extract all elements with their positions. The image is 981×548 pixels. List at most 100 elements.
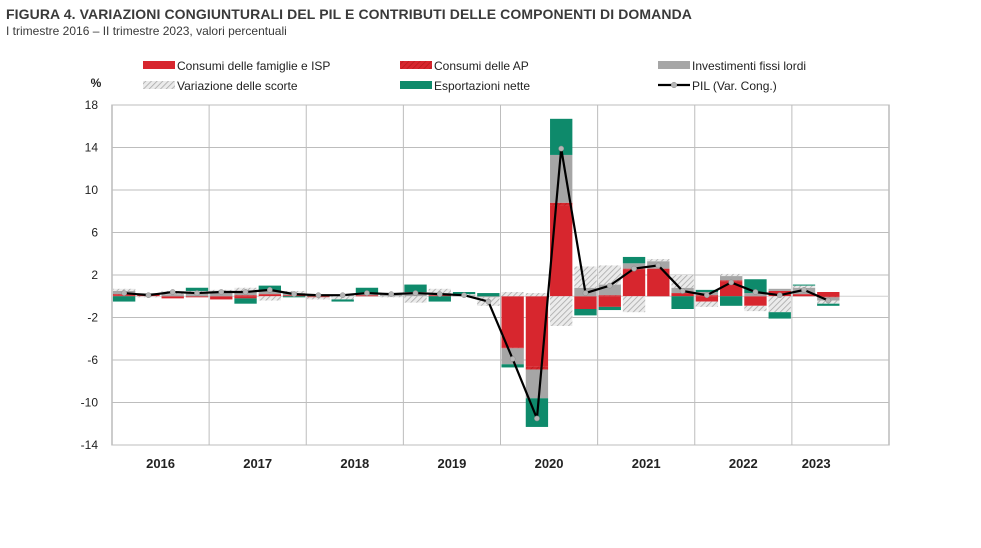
- axes: 18 14 10 6 2 -2 -6 -10 -14% 2016 2017 2018 2019 2020 2…: [81, 76, 831, 471]
- x-tick-label: 2023: [802, 456, 831, 471]
- bar-investimenti-fissi-lordi: [550, 154, 573, 203]
- legend-label: Esportazioni nette: [434, 79, 530, 93]
- y-tick-label: -10: [81, 396, 99, 410]
- bar-consumi-delle-famiglie-e-isp: [234, 296, 257, 299]
- pil-point: [291, 291, 297, 297]
- y-tick-label: 2: [91, 268, 98, 282]
- bar-esportazioni-nette: [817, 303, 840, 306]
- y-axis-unit: %: [91, 76, 102, 90]
- bar-variazione-delle-scorte: [720, 273, 743, 277]
- bar-variazione-delle-scorte: [112, 288, 136, 291]
- chart-title: FIGURA 4. VARIAZIONI CONGIUNTURALI DEL P…: [6, 6, 693, 22]
- bar-consumi-delle-ap: [598, 295, 621, 297]
- bar-consumi-delle-famiglie-e-isp: [671, 293, 694, 297]
- bar-esportazioni-nette: [574, 309, 597, 316]
- pil-point: [776, 292, 783, 299]
- bar-esportazioni-nette: [598, 306, 621, 311]
- bar-consumi-delle-famiglie-e-isp: [744, 296, 767, 306]
- pil-point: [121, 290, 127, 296]
- pil-point: [631, 265, 637, 272]
- pil-point: [315, 292, 322, 299]
- bar-esportazioni-nette: [428, 296, 451, 302]
- pil-point: [266, 287, 273, 293]
- bar-variazione-delle-scorte: [622, 296, 646, 313]
- bar-consumi-delle-ap: [234, 295, 257, 297]
- bar-consumi-delle-famiglie-e-isp: [695, 296, 719, 302]
- bar-esportazioni-nette: [768, 312, 791, 319]
- pil-point: [461, 292, 467, 299]
- bar-investimenti-fissi-lordi: [161, 294, 184, 297]
- chart-subtitle: I trimestre 2016 – II trimestre 2023, va…: [6, 24, 287, 38]
- bar-investimenti-fissi-lordi: [525, 369, 549, 399]
- pil-point: [728, 279, 735, 286]
- bar-consumi-delle-famiglie-e-isp: [817, 292, 840, 297]
- bar-consumi-delle-famiglie-e-isp: [622, 269, 646, 297]
- pil-point: [679, 288, 686, 294]
- pil-series-line: [124, 148, 829, 419]
- y-tick-label: -2: [87, 311, 98, 325]
- pil-point: [582, 290, 589, 296]
- legend-label: Consumi delle famiglie e ISP: [177, 59, 330, 73]
- pil-point: [145, 292, 152, 299]
- bar-variazione-delle-scorte: [501, 292, 524, 297]
- bar-variazione-delle-scorte: [258, 296, 281, 301]
- legend-swatch: [143, 81, 175, 89]
- x-tick-label: 2022: [729, 456, 758, 471]
- bar-consumi-delle-ap: [817, 296, 840, 298]
- bar-investimenti-fissi-lordi: [598, 284, 621, 296]
- x-tick-label: 2016: [146, 456, 175, 471]
- pil-point: [534, 415, 540, 422]
- pil-point: [801, 287, 807, 293]
- pil-point: [485, 298, 492, 305]
- bar-consumi-delle-famiglie-e-isp: [161, 296, 184, 299]
- x-tick-label: 2021: [632, 456, 661, 471]
- pil-point: [388, 291, 395, 297]
- bar-investimenti-fissi-lordi: [477, 296, 500, 298]
- x-tick-label: 2018: [340, 456, 369, 471]
- pil-point: [606, 282, 613, 289]
- pil-point: [339, 292, 346, 299]
- bar-esportazioni-nette: [792, 284, 816, 286]
- bar-consumi-delle-famiglie-e-isp: [185, 296, 209, 298]
- bar-consumi-delle-famiglie-e-isp: [258, 294, 281, 297]
- pil-point: [242, 289, 249, 295]
- legend-label: Consumi delle AP: [434, 59, 529, 73]
- bar-variazione-delle-scorte: [792, 285, 816, 288]
- pil-point: [558, 145, 565, 152]
- pil-point: [704, 292, 710, 299]
- bar-consumi-delle-famiglie-e-isp: [647, 268, 670, 297]
- y-tick-label: 10: [85, 183, 99, 197]
- bar-esportazioni-nette: [234, 298, 257, 304]
- pil-point: [752, 289, 759, 295]
- legend-swatch: [143, 61, 175, 69]
- bar-variazione-delle-scorte: [550, 296, 573, 326]
- bar-esportazioni-nette: [404, 284, 427, 292]
- pil-point: [436, 291, 443, 297]
- legend-label: Investimenti fissi lordi: [692, 59, 806, 73]
- pil-point: [169, 289, 176, 295]
- bar-consumi-delle-famiglie-e-isp: [574, 296, 597, 309]
- pil-point: [655, 262, 662, 269]
- bar-variazione-delle-scorte: [598, 265, 621, 285]
- bar-variazione-delle-scorte: [574, 266, 597, 288]
- bar-variazione-delle-scorte: [744, 305, 767, 312]
- legend-label: Variazione delle scorte: [177, 79, 298, 93]
- bar-investimenti-fissi-lordi: [768, 288, 791, 291]
- y-tick-label: 6: [91, 226, 98, 240]
- bar-esportazioni-nette: [112, 296, 136, 302]
- pil-line: [121, 145, 832, 422]
- bar-consumi-delle-ap: [550, 202, 573, 206]
- pil-point: [509, 356, 516, 362]
- legend-swatch: [658, 61, 690, 69]
- legend-swatch: [400, 81, 432, 89]
- pil-point: [364, 290, 370, 296]
- bar-investimenti-fissi-lordi: [720, 276, 743, 281]
- bar-esportazioni-nette: [695, 289, 719, 292]
- legend: Consumi delle famiglie e ISP Consumi dell…: [143, 59, 806, 93]
- bar-consumi-delle-famiglie-e-isp: [501, 296, 524, 348]
- legend-label: PIL (Var. Cong.): [692, 79, 777, 93]
- pil-point: [194, 290, 200, 296]
- x-tick-label: 2017: [243, 456, 272, 471]
- bar-esportazioni-nette: [671, 296, 694, 309]
